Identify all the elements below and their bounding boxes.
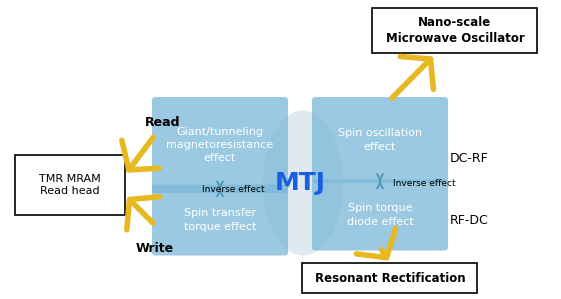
Text: Spin torque
diode effect: Spin torque diode effect <box>347 203 413 227</box>
Text: Nano-scale
Microwave Oscillator: Nano-scale Microwave Oscillator <box>385 16 525 45</box>
Text: TMR MRAM
Read head: TMR MRAM Read head <box>39 174 101 196</box>
FancyBboxPatch shape <box>312 179 448 251</box>
Text: Spin transfer
torque effect: Spin transfer torque effect <box>184 208 256 232</box>
Bar <box>15 155 125 215</box>
Text: DC-RF: DC-RF <box>450 152 489 164</box>
Text: Giant/tunneling
magnetoresistance
effect: Giant/tunneling magnetoresistance effect <box>167 127 274 163</box>
Bar <box>373 7 537 53</box>
Ellipse shape <box>263 111 343 256</box>
Text: Read: Read <box>145 115 181 129</box>
FancyBboxPatch shape <box>152 184 288 256</box>
Text: Inverse effect: Inverse effect <box>202 185 264 195</box>
FancyBboxPatch shape <box>312 97 448 183</box>
Text: Write: Write <box>136 242 174 254</box>
Text: RF-DC: RF-DC <box>450 213 489 227</box>
Text: MTJ: MTJ <box>274 171 325 195</box>
Bar <box>302 263 477 293</box>
FancyBboxPatch shape <box>152 97 288 193</box>
Text: Resonant Rectification: Resonant Rectification <box>315 271 465 285</box>
Text: Spin oscillation
effect: Spin oscillation effect <box>338 128 422 152</box>
Text: Inverse effect: Inverse effect <box>393 179 456 187</box>
